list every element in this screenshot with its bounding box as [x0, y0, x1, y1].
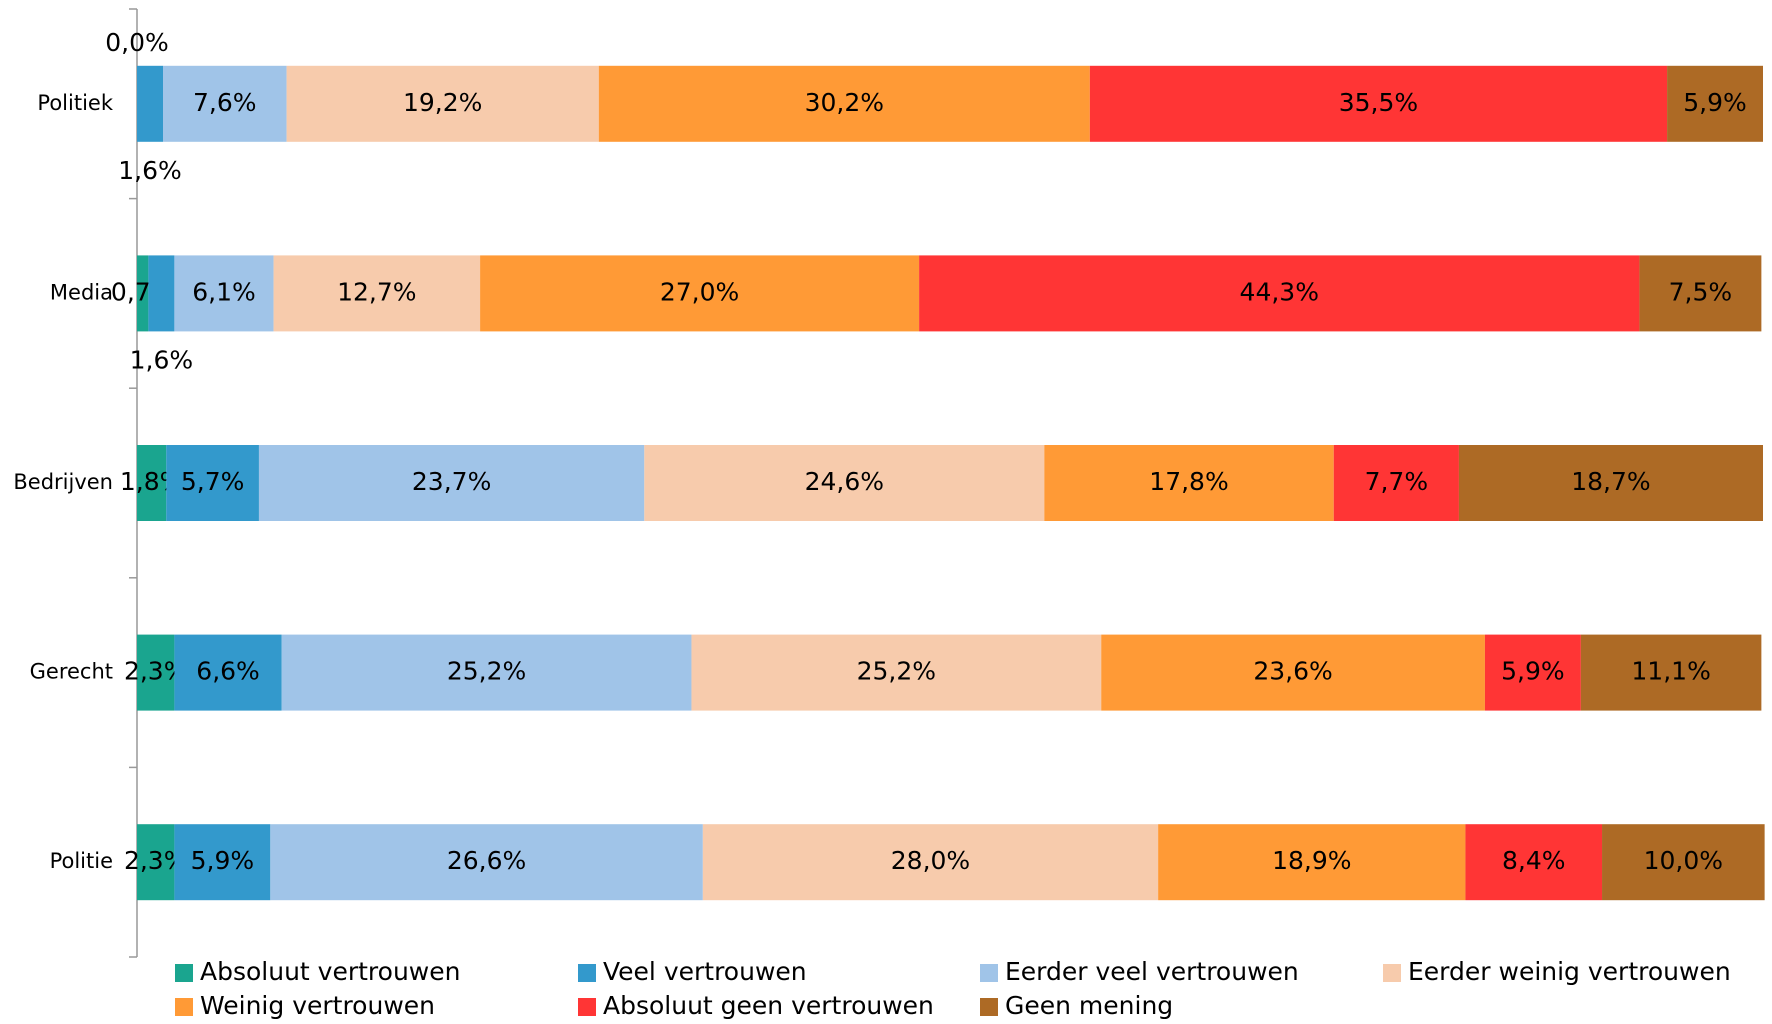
bar-segment: [137, 824, 175, 901]
value-label: 6,6%: [196, 657, 260, 686]
bar-segment: [1484, 634, 1581, 711]
value-label: 10,0%: [1644, 846, 1723, 875]
legend-swatch: [980, 964, 998, 982]
value-label: 1,6%: [130, 345, 194, 374]
bar-segment: [1465, 824, 1603, 901]
value-label: 1,6%: [118, 156, 182, 185]
value-label: 23,7%: [412, 467, 491, 496]
value-label: 26,6%: [447, 846, 526, 875]
value-label: 7,7%: [1365, 467, 1429, 496]
category-label: Politiek: [37, 91, 113, 115]
bar-segment: [1458, 445, 1763, 521]
legend-swatch: [578, 964, 596, 982]
value-label: 5,7%: [181, 467, 245, 496]
bar-segment: [1639, 255, 1762, 332]
bar-segment: [148, 255, 175, 332]
category-label: Bedrijven: [13, 470, 113, 494]
value-label: 18,9%: [1272, 846, 1351, 875]
bar-segment: [258, 445, 645, 521]
bar-segment: [163, 65, 287, 142]
value-label: 11,1%: [1631, 657, 1710, 686]
value-label: 7,5%: [1669, 277, 1733, 306]
bar-segment: [644, 445, 1045, 521]
bar-segment: [1158, 824, 1466, 901]
value-label: 5,9%: [1683, 88, 1747, 117]
value-label: 27,0%: [660, 277, 739, 306]
value-label: 7,6%: [193, 88, 257, 117]
value-label: 44,3%: [1240, 277, 1319, 306]
value-label: 8,4%: [1502, 846, 1566, 875]
bar-segment: [174, 634, 282, 711]
legend-label: Absoluut geen vertrouwen: [603, 991, 934, 1020]
bar-segment: [137, 65, 164, 142]
value-label: 5,9%: [191, 846, 255, 875]
bar-segment: [137, 255, 149, 332]
value-label: 5,9%: [1501, 657, 1565, 686]
value-label: 23,6%: [1253, 657, 1332, 686]
bar-segment: [174, 255, 274, 332]
legend-label: Weinig vertrouwen: [200, 991, 435, 1020]
bar-segment: [137, 445, 167, 521]
value-label: 6,1%: [192, 277, 256, 306]
bar-segment: [166, 445, 259, 521]
category-label: Media: [50, 280, 113, 304]
legend-label: Geen mening: [1005, 991, 1173, 1020]
bar-segment: [1602, 824, 1765, 901]
legend-swatch: [1383, 964, 1401, 982]
value-label: 28,0%: [891, 846, 970, 875]
bar-segment: [598, 65, 1090, 142]
legend-label: Eerder veel vertrouwen: [1005, 957, 1299, 986]
value-label: 18,7%: [1571, 467, 1650, 496]
value-label: 25,2%: [447, 657, 526, 686]
bar-segment: [702, 824, 1159, 901]
bar-segment: [281, 634, 692, 711]
legend-swatch: [175, 998, 193, 1016]
legend-swatch: [578, 998, 596, 1016]
value-label: 12,7%: [337, 277, 416, 306]
legend-label: Eerder weinig vertrouwen: [1408, 957, 1731, 986]
category-label: Gerecht: [30, 660, 113, 684]
bar-segment: [1333, 445, 1459, 521]
value-label: 25,2%: [857, 657, 936, 686]
bar-segment: [691, 634, 1102, 711]
value-label: 0,0%: [105, 28, 169, 57]
bar-segment: [137, 634, 175, 711]
category-label: Politie: [50, 849, 113, 873]
bar-segment: [1580, 634, 1762, 711]
bar-segment: [1089, 65, 1668, 142]
bar-segment: [919, 255, 1640, 332]
bar-segment: [270, 824, 703, 901]
bar-segment: [1101, 634, 1485, 711]
value-label: 24,6%: [805, 467, 884, 496]
legend-label: Veel vertrouwen: [603, 957, 807, 986]
bar-segment: [174, 824, 271, 901]
bar-segment: [1667, 65, 1763, 142]
value-label: 35,5%: [1339, 88, 1418, 117]
bar-segment: [273, 255, 481, 332]
legend-label: Absoluut vertrouwen: [200, 957, 460, 986]
bar-segment: [1044, 445, 1334, 521]
value-label: 17,8%: [1149, 467, 1228, 496]
bar-segment: [480, 255, 920, 332]
value-label: 19,2%: [403, 88, 482, 117]
legend-swatch: [175, 964, 193, 982]
bar-segment: [286, 65, 599, 142]
value-label: 30,2%: [805, 88, 884, 117]
legend-swatch: [980, 998, 998, 1016]
